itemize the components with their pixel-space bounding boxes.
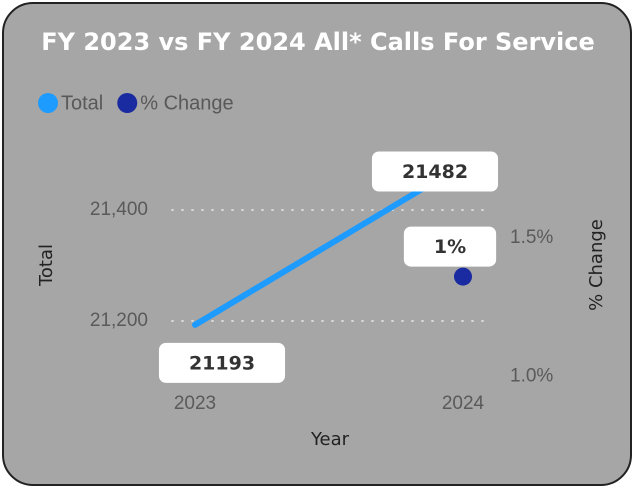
data-label: 1% [434,236,466,258]
x-tick-label: 2024 [442,393,485,414]
legend-label: Total [61,92,103,114]
legend-swatch [117,93,138,113]
y2-axis-label: % Change [586,219,607,311]
y2-tick-label: 1.5% [510,227,553,248]
data-label-box [158,342,286,383]
x-axis-label: Year [310,429,350,450]
legend-label: % Change [140,92,233,114]
legend-swatch [38,93,58,113]
x-tick-label: 2023 [174,393,216,414]
y2-tick-label: 1.0% [510,366,553,387]
chart-title: FY 2023 vs FY 2024 All* Calls For Servic… [41,28,595,56]
data-label: 21482 [402,161,468,183]
y-tick-label: 21,400 [90,199,148,220]
y-axis-label: Total [36,244,57,287]
data-label-box [403,226,497,267]
y-tick-label: 21,200 [90,310,148,331]
data-label-box [371,151,499,192]
data-label: 21193 [189,352,255,374]
point [454,267,472,286]
